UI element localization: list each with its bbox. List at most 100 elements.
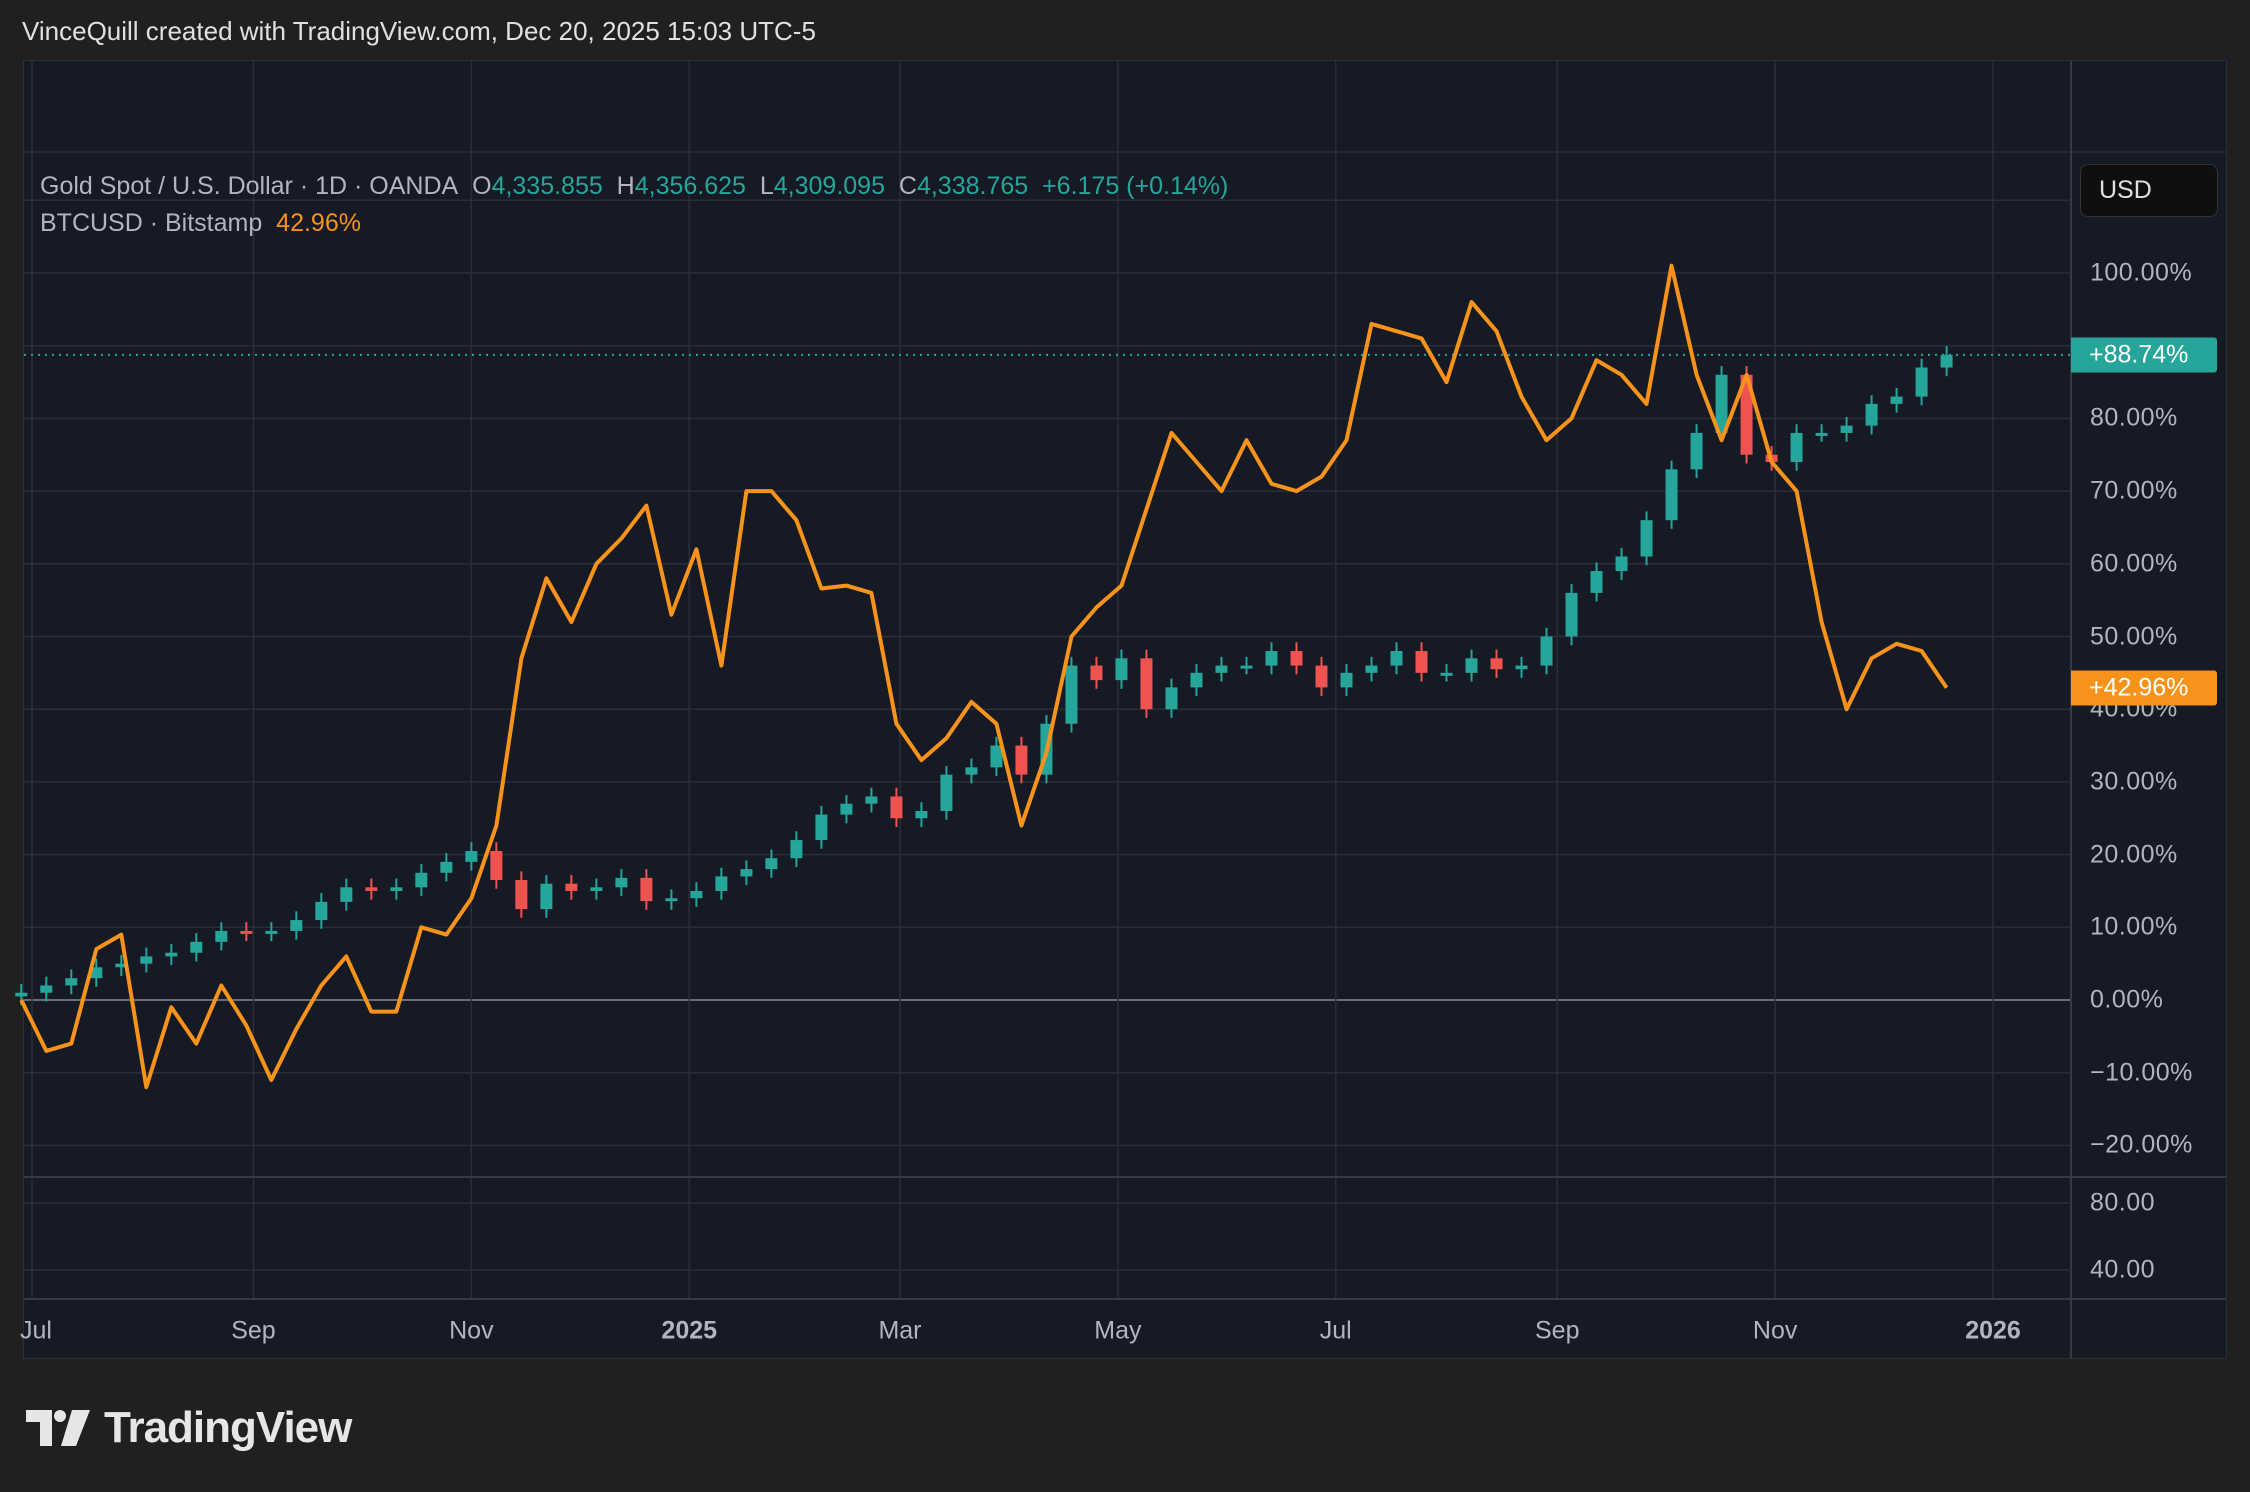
candle-body	[340, 887, 353, 902]
candle-body	[1465, 658, 1478, 673]
candle-body	[1290, 651, 1303, 666]
y-tick-label: 20.00%	[2090, 840, 2178, 869]
candle-body	[690, 890, 703, 899]
x-tick-label: 2026	[1965, 1316, 2021, 1345]
y-tick-label: 0.00%	[2090, 985, 2164, 1014]
candle-body	[415, 872, 428, 888]
candle-body	[1390, 651, 1403, 666]
x-tick-label: Jul	[20, 1316, 52, 1345]
gold-candle	[915, 802, 928, 827]
gold-candle	[1840, 416, 1853, 442]
candle-body	[1890, 396, 1903, 404]
candle-body	[1740, 374, 1753, 455]
candle-body	[790, 840, 803, 859]
gold-candle	[240, 922, 253, 942]
x-tick-label: 2025	[661, 1316, 718, 1345]
y-tick-label: 100.00%	[2090, 258, 2193, 287]
gold-candle	[865, 787, 878, 813]
y-tick-label: −10.00%	[2090, 1058, 2193, 1087]
gold-candle	[40, 976, 53, 1002]
gold-candle	[1540, 627, 1553, 675]
gold-candle	[490, 842, 503, 889]
btc-last-value-tag: +42.96%	[2071, 670, 2217, 706]
gold-candle	[565, 874, 578, 900]
candle-body	[490, 850, 503, 881]
gold-candle	[1515, 656, 1528, 678]
x-tick-label: Jul	[1319, 1316, 1352, 1345]
grid-lines	[24, 61, 2226, 1358]
gold-candle	[1290, 642, 1303, 675]
gold-candle	[1015, 736, 1028, 784]
candle-body	[440, 861, 453, 873]
candle-body	[890, 796, 903, 819]
gold-candle	[1165, 678, 1178, 718]
y-tick-label: 10.00%	[2090, 912, 2178, 941]
candle-body	[740, 869, 753, 877]
candle-body	[815, 814, 828, 841]
legend-close: 4,338.765	[916, 172, 1029, 200]
y-tick-label: 50.00%	[2090, 622, 2178, 650]
candle-body	[1340, 672, 1353, 688]
legend-compare-symbol: BTCUSD · Bitstamp	[40, 209, 263, 237]
y-tick-label: 30.00%	[2090, 767, 2178, 796]
candle-body	[1115, 658, 1128, 681]
tradingview-logo[interactable]: TradingView	[26, 1403, 352, 1453]
candle-body	[1915, 367, 1928, 397]
gold-candle	[440, 853, 453, 882]
candle-body	[665, 898, 678, 902]
lower-pane-tick-label: 80.00	[2090, 1188, 2156, 1217]
x-tick-label: May	[1094, 1316, 1142, 1345]
x-tick-label: Sep	[231, 1316, 276, 1345]
gold-candle	[190, 933, 203, 962]
candle-body	[640, 877, 653, 902]
candle-body	[765, 858, 778, 870]
gold-candle	[615, 869, 628, 897]
gold-candle	[1815, 424, 1828, 442]
candle-body	[540, 883, 553, 910]
x-tick-label: Nov	[449, 1316, 494, 1345]
legend-high: 4,356.625	[634, 172, 746, 200]
gold-candle	[1440, 664, 1453, 682]
candle-body	[1090, 665, 1103, 681]
gold-candle	[1140, 649, 1153, 718]
gold-candle	[115, 954, 128, 977]
gold-candle	[890, 787, 903, 827]
candle-body	[1615, 556, 1628, 572]
legend-close-label: C	[898, 172, 917, 200]
candle-body	[1315, 665, 1328, 688]
candle-body	[465, 850, 478, 862]
legend-main-series[interactable]: Gold Spot / U.S. Dollar · 1D · OANDA O4,…	[40, 172, 1228, 201]
candle-body	[915, 810, 928, 819]
candle-body	[1640, 520, 1653, 557]
gold-candle	[1590, 562, 1603, 602]
logo-text: TradingView	[104, 1403, 352, 1452]
gold-candle	[265, 922, 278, 942]
gold-candle	[365, 878, 378, 900]
candle-body	[1565, 592, 1578, 637]
btc-line	[19, 263, 1949, 1090]
chart-marks	[15, 263, 2071, 1090]
gold-candle	[1240, 656, 1253, 675]
candle-body	[1065, 665, 1078, 724]
candle-body	[190, 941, 203, 953]
candle-body	[590, 887, 603, 891]
candle-body	[390, 887, 403, 891]
gold-candle	[790, 831, 803, 867]
gold-candle	[815, 805, 828, 849]
candle-body	[565, 883, 578, 891]
gold-candle	[665, 889, 678, 910]
candle-body	[1415, 651, 1428, 673]
candle-body	[1840, 425, 1853, 433]
legend-open: 4,335.855	[491, 172, 603, 200]
gold-candle	[465, 842, 478, 871]
gold-candle	[940, 765, 953, 820]
gold-last-value-tag: +88.74%	[2071, 337, 2217, 373]
legend-compare-series[interactable]: BTCUSD · Bitstamp 42.96%	[40, 209, 361, 238]
currency-button[interactable]: USD	[2080, 164, 2218, 217]
gold-candle	[1565, 584, 1578, 646]
gold-candle	[1265, 642, 1278, 675]
y-tick-label: 80.00%	[2090, 403, 2178, 432]
candle-body	[1865, 403, 1878, 426]
gold-candle	[1915, 358, 1928, 406]
